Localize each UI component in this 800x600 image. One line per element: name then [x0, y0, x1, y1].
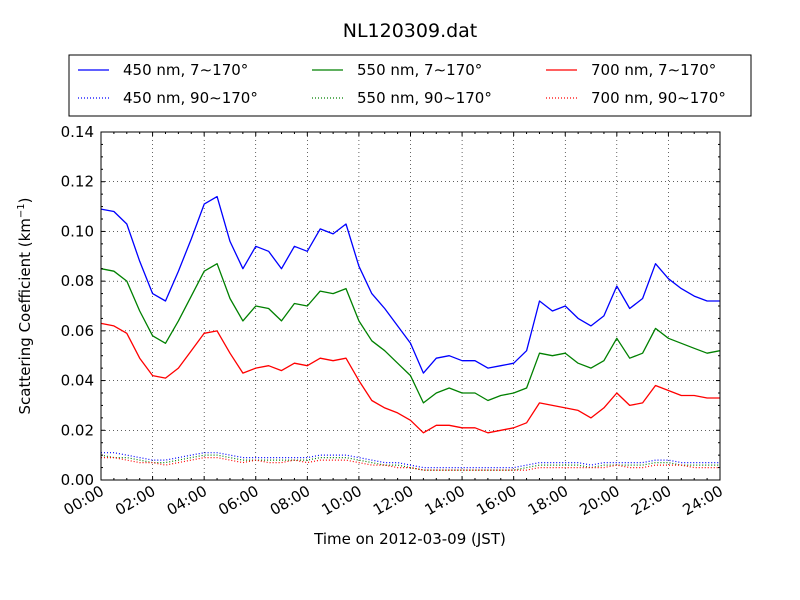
y-tick-label: 0.06: [61, 322, 94, 340]
y-tick-label: 0.02: [61, 421, 94, 439]
y-tick-label: 0.00: [61, 471, 94, 489]
y-axis-label-superscript: −1: [16, 203, 27, 218]
legend-label: 700 nm, 7∼170°: [591, 61, 716, 79]
legend-label: 450 nm, 7∼170°: [123, 61, 248, 79]
y-tick-label: 0.08: [61, 272, 94, 290]
x-axis-label: Time on 2012-03-09 (JST): [313, 530, 506, 548]
legend-label: 700 nm, 90∼170°: [591, 89, 726, 107]
legend-label: 550 nm, 7∼170°: [357, 61, 482, 79]
y-tick-label: 0.14: [61, 123, 94, 141]
y-axis-label-text: Scattering Coefficient (km: [16, 218, 34, 414]
legend-label: 550 nm, 90∼170°: [357, 89, 492, 107]
y-axis-label-end: ): [16, 197, 34, 203]
y-tick-label: 0.10: [61, 222, 94, 240]
y-axis-label: Scattering Coefficient (km−1): [16, 197, 34, 414]
chart-figure: NL120309.dat 00:00 02:00 04:00 06:00 08:00 10…: [0, 0, 800, 600]
legend: 450 nm, 7∼170° 550 nm, 7∼170° 700 nm, 7∼17…: [69, 55, 751, 116]
legend-label: 450 nm, 90∼170°: [123, 89, 258, 107]
chart-title: NL120309.dat: [343, 20, 478, 42]
y-tick-label: 0.12: [61, 173, 94, 191]
y-tick-label: 0.04: [61, 372, 94, 390]
